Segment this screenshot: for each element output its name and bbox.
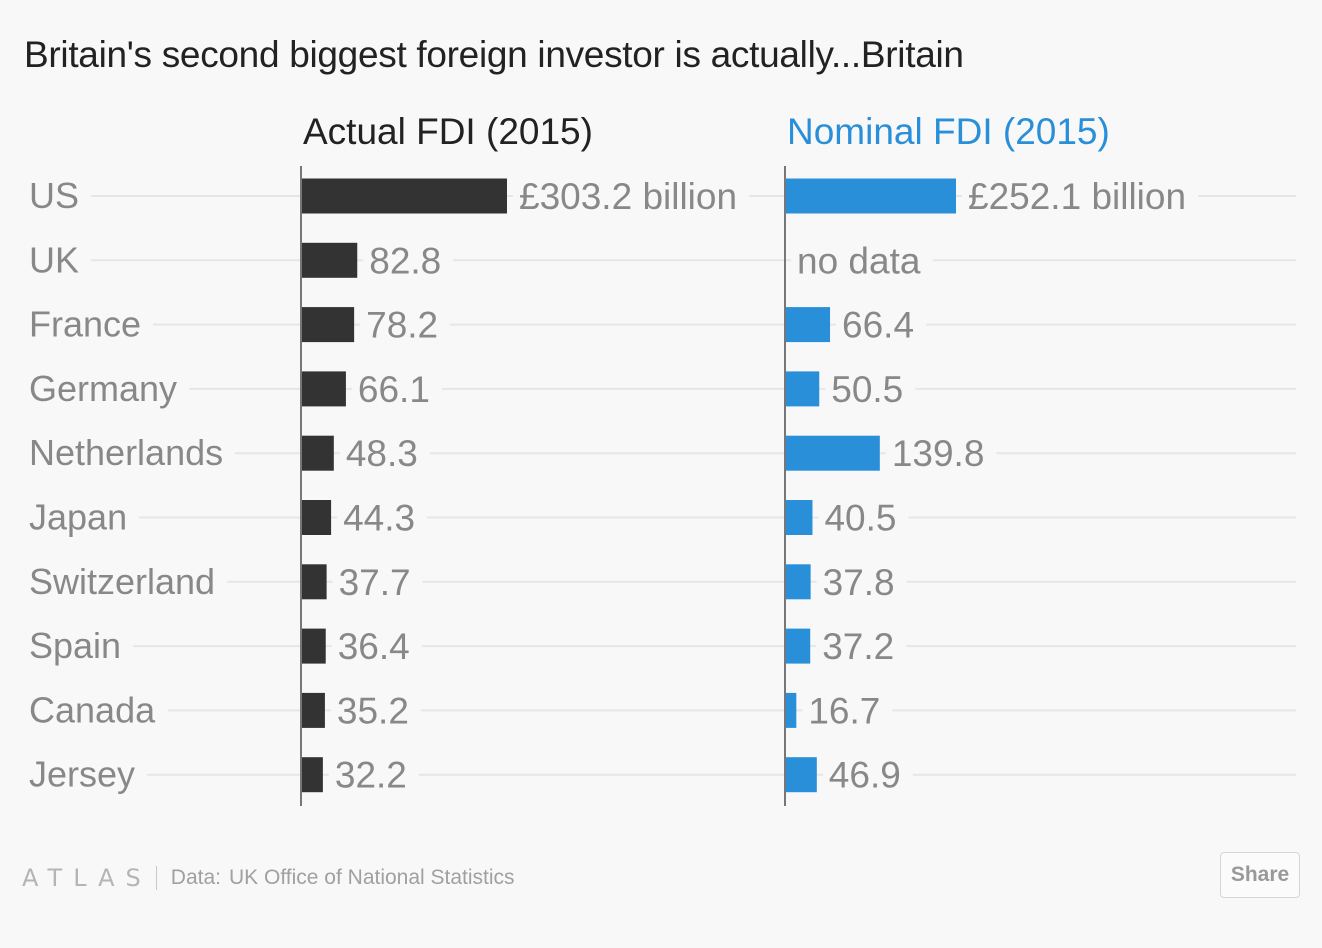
- data-label-bg: [351, 382, 442, 395]
- data-label: 66.1: [358, 369, 430, 410]
- data-label-bg: [822, 768, 913, 781]
- bar: [785, 435, 880, 471]
- data-label: 32.2: [335, 755, 407, 796]
- source-value: UK Office of National Statistics: [229, 866, 515, 889]
- bar: [301, 757, 323, 793]
- data-label: 37.2: [822, 626, 894, 667]
- bar: [301, 178, 507, 214]
- data-label-bg: [513, 190, 750, 202]
- footer-separator: [155, 866, 157, 890]
- data-label-bg: [328, 768, 419, 781]
- bar: [785, 307, 831, 343]
- bar: [301, 307, 355, 343]
- data-label-bg: [791, 254, 933, 267]
- data-label-bg: [818, 511, 909, 524]
- category-label-bg: [25, 640, 134, 653]
- data-label: £303.2 billion: [519, 176, 737, 217]
- data-label-bg: [836, 318, 927, 331]
- bar: [301, 692, 325, 728]
- data-label-bg: [962, 190, 1199, 202]
- category-label-bg: [25, 447, 236, 460]
- category-label-bg: [25, 704, 169, 717]
- bar: [785, 500, 813, 535]
- data-label-bg: [816, 640, 907, 653]
- category-label: Germany: [29, 368, 177, 409]
- bar: [785, 371, 820, 407]
- bar: [785, 628, 811, 664]
- data-label: 139.8: [892, 433, 985, 474]
- bar: [785, 757, 817, 793]
- category-label: Jersey: [29, 754, 135, 795]
- data-label-bg: [825, 382, 916, 395]
- data-label: 36.4: [338, 626, 410, 667]
- data-label: 46.9: [829, 755, 901, 796]
- share-button[interactable]: Share: [1220, 852, 1300, 898]
- data-label-bg: [816, 575, 907, 588]
- data-label: 37.8: [823, 562, 895, 603]
- category-label: Canada: [29, 689, 156, 730]
- data-label-bg: [330, 704, 421, 717]
- category-label-bg: [25, 575, 228, 588]
- data-label-bg: [332, 575, 423, 588]
- series-header: Nominal FDI (2015): [787, 111, 1110, 152]
- category-label-bg: [25, 318, 154, 331]
- bar: [301, 371, 346, 407]
- data-label-bg: [363, 254, 454, 267]
- data-label-bg: [331, 640, 422, 653]
- category-label-bg: [25, 768, 148, 781]
- data-label-bg: [885, 447, 997, 460]
- data-label-bg: [802, 704, 893, 717]
- bar: [301, 628, 326, 664]
- data-label: 82.8: [369, 240, 441, 281]
- data-label: 78.2: [366, 305, 438, 346]
- data-label: 37.7: [339, 562, 411, 603]
- bar: [785, 692, 797, 728]
- bar: [301, 242, 358, 278]
- data-label: £252.1 billion: [968, 176, 1186, 217]
- series-header: Actual FDI (2015): [303, 111, 593, 152]
- data-label: 66.4: [842, 305, 914, 346]
- data-label-bg: [337, 511, 428, 524]
- data-label: 50.5: [831, 369, 903, 410]
- bar: [301, 500, 332, 535]
- category-label: US: [29, 175, 79, 216]
- category-label: Japan: [29, 497, 127, 538]
- data-label: 44.3: [343, 498, 415, 539]
- category-label: Spain: [29, 625, 121, 666]
- category-label-bg: [25, 382, 190, 395]
- category-label: UK: [29, 239, 79, 280]
- source-label: Data:: [170, 866, 221, 889]
- data-label-bg: [360, 318, 451, 331]
- category-label: Netherlands: [29, 432, 223, 473]
- bar: [785, 564, 811, 600]
- footer: ATLAS Data: UK Office of National Statis…: [22, 864, 515, 892]
- bar: [301, 564, 327, 600]
- data-label: 16.7: [808, 690, 880, 731]
- category-label-bg: [25, 190, 92, 202]
- category-label: France: [29, 304, 141, 345]
- bar: [301, 435, 334, 471]
- data-label: 48.3: [346, 433, 418, 474]
- category-label-bg: [25, 254, 92, 267]
- data-label-bg: [339, 447, 430, 460]
- data-label: 35.2: [337, 690, 409, 731]
- data-label: no data: [797, 240, 921, 281]
- category-label-bg: [25, 511, 140, 524]
- data-label: 40.5: [824, 498, 896, 539]
- atlas-logo[interactable]: ATLAS: [22, 864, 152, 892]
- bar: [785, 178, 956, 214]
- category-label: Switzerland: [29, 561, 215, 602]
- chart-title: Britain's second biggest foreign investo…: [24, 34, 964, 75]
